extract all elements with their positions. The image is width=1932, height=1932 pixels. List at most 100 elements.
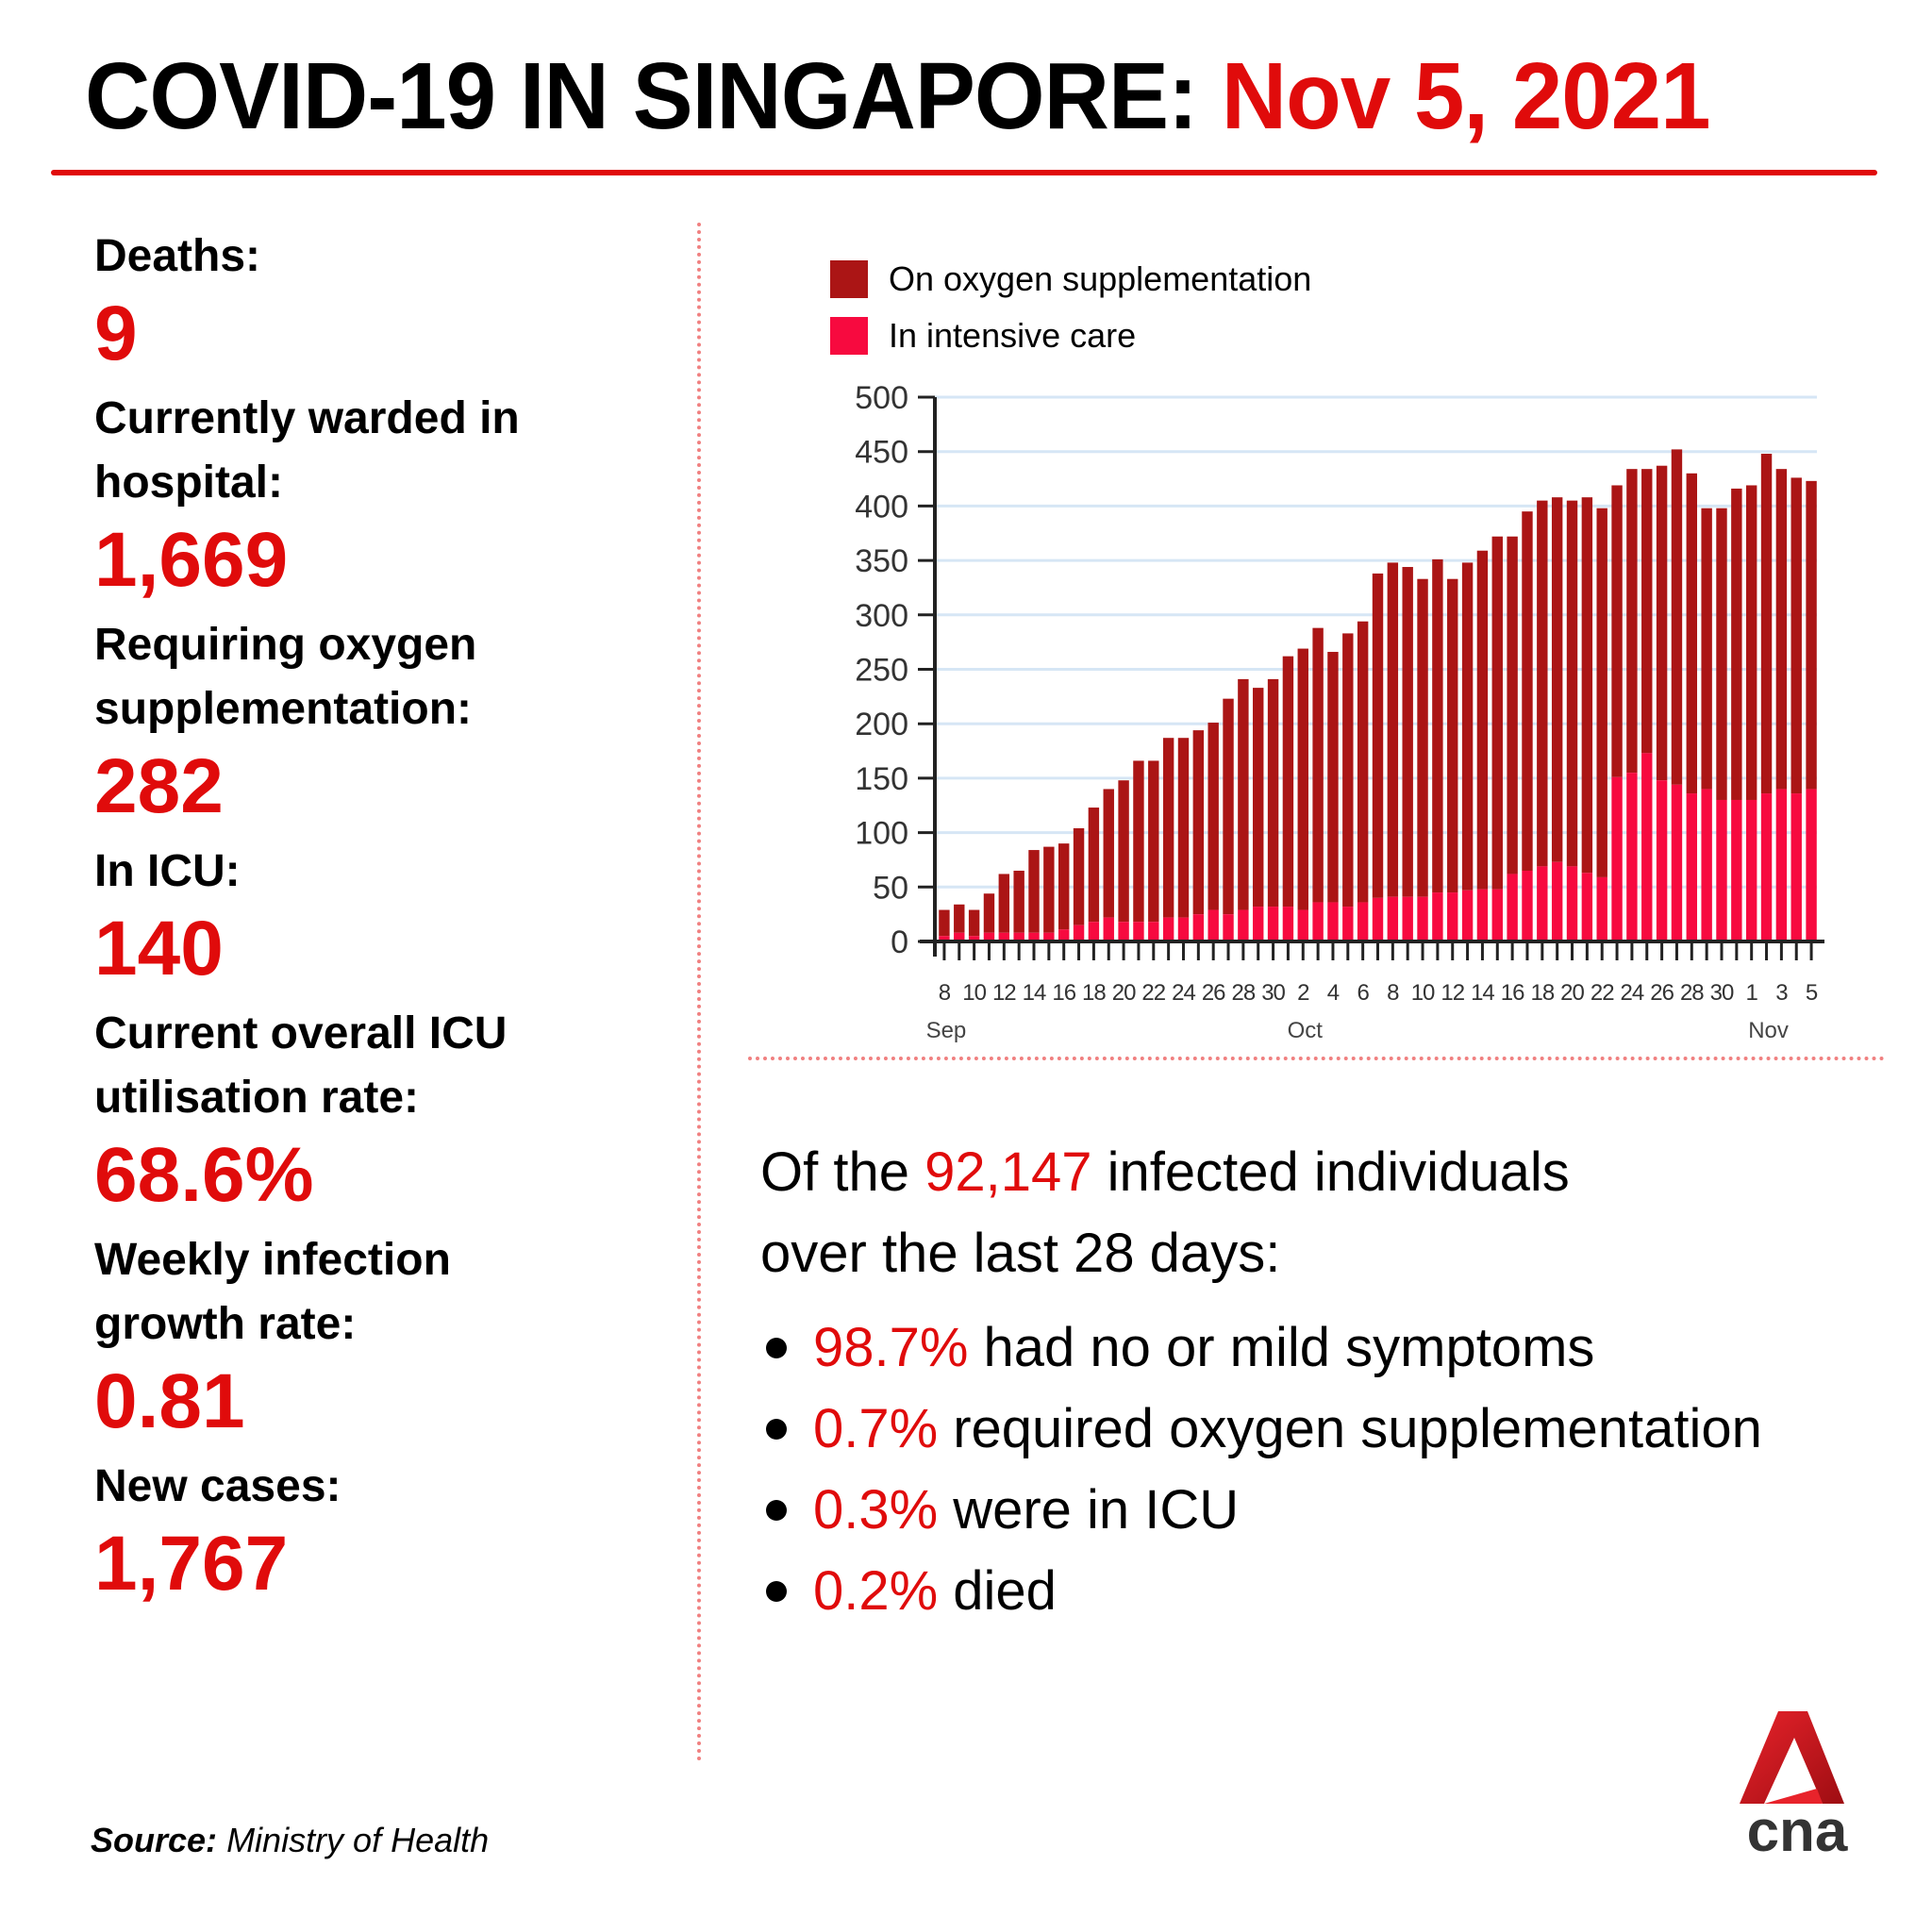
summary-panel: Of the 92,147 infected individuals over … [760,1132,1930,1632]
stat-value: 1,767 [94,1521,289,1607]
bar-icu [1432,892,1443,941]
bar-oxygen [1372,573,1384,898]
stat-icu: In ICU: 140 [94,840,679,994]
vertical-divider [697,223,701,1762]
bar-icu [1716,799,1727,941]
x-tick-label: 2 [1297,980,1309,1006]
bar-oxygen [1192,730,1205,915]
bar-icu [1103,917,1114,941]
chart-legend: On oxygen supplementation In intensive c… [830,251,1311,364]
bar-icu [1461,890,1474,941]
legend-label: In intensive care [889,316,1137,355]
title-prefix: COVID-19 IN SINGAPORE: [85,43,1198,149]
x-month-label: Oct [1288,1018,1324,1043]
bar-icu [1566,866,1578,941]
bar-oxygen [1566,500,1578,867]
summary-bullet: 0.3% were in ICU [760,1470,1930,1551]
bullet-pct: 0.7% [813,1398,939,1459]
bar-oxygen [954,904,965,933]
bar-icu [1551,861,1563,941]
bar-oxygen [1223,698,1234,915]
source-value: Ministry of Health [226,1821,490,1859]
bar-icu [1491,889,1503,941]
bullet-icon [766,1419,787,1440]
y-tick-label: 250 [855,653,908,689]
bar-oxygen [1238,678,1249,910]
bullet-pct: 0.3% [813,1479,939,1541]
bar-icu [1192,914,1205,941]
bar-icu [1641,753,1653,941]
legend-swatch-icu [830,317,868,355]
bar-icu [1357,902,1369,941]
x-tick-label: 5 [1806,980,1818,1006]
y-tick-label: 400 [855,489,908,525]
stat-label: In ICU: [94,846,241,896]
bar-icu [954,932,965,941]
bar-oxygen [1656,465,1668,781]
bar-icu [1476,889,1489,941]
stat-label: Deaths: [94,231,261,281]
x-tick-label: 1 [1746,980,1758,1006]
stat-label: Requiring oxygen supplementation: [94,620,477,734]
stat-value: 140 [94,906,224,991]
stat-oxygen: Requiring oxygen supplementation: 282 [94,613,679,832]
bar-oxygen [968,909,980,937]
bar-icu [1088,922,1100,941]
bar-oxygen [1417,578,1428,897]
bar-icu [1327,902,1339,941]
summary-intro-line2: over the last 28 days: [760,1223,1281,1284]
bar-icu [1507,874,1518,941]
x-tick-label: 18 [1530,980,1554,1006]
bar-oxygen [1342,633,1354,908]
bar-oxygen [1043,846,1055,933]
bar-oxygen [1790,477,1802,794]
bar-icu [1238,909,1249,941]
x-tick-label: 24 [1172,980,1195,1006]
bar-icu [1537,866,1548,941]
x-tick-label: 16 [1501,980,1524,1006]
bar-oxygen [1775,469,1788,790]
stat-value: 9 [94,291,138,376]
x-tick-label: 18 [1082,980,1106,1006]
logo-mark-fold [1764,1789,1823,1804]
x-month-label: Nov [1748,1018,1789,1043]
stat-value: 1,669 [94,517,289,603]
bar-icu [1342,907,1354,941]
bar-icu [1118,922,1129,941]
stat-value: 282 [94,743,224,829]
bar-icu [1253,907,1264,941]
bar-oxygen [1476,550,1489,890]
x-tick-label: 30 [1710,980,1734,1006]
bar-icu [1581,873,1593,941]
title-underline [51,170,1877,175]
bar-oxygen [1357,621,1369,903]
y-tick-label: 0 [891,924,908,960]
bar-oxygen [1760,454,1773,794]
source-label: Source: [91,1821,218,1859]
bar-icu [1223,914,1234,941]
bar-oxygen [1133,760,1144,923]
x-tick-label: 30 [1261,980,1285,1006]
bar-oxygen [1028,850,1040,933]
bar-oxygen [1537,500,1548,867]
stat-label: Weekly infection growth rate: [94,1235,451,1349]
summary-total: 92,147 [924,1141,1092,1203]
bar-oxygen [1491,536,1503,890]
bar-icu [1596,876,1607,941]
bar-oxygen [1013,870,1024,933]
bar-icu [983,932,995,941]
bar-icu [998,932,1010,941]
bar-oxygen [1312,627,1324,903]
x-tick-label: 28 [1232,980,1256,1006]
x-tick-label: 3 [1775,980,1788,1006]
bar-oxygen [1522,511,1533,871]
horizontal-divider [748,1057,1885,1060]
bar-icu [1073,924,1085,941]
stat-value: 0.81 [94,1358,245,1444]
stat-deaths: Deaths: 9 [94,225,679,379]
bar-icu [1312,902,1324,941]
bullet-text: died [953,1560,1057,1622]
bar-icu [1745,799,1757,941]
bar-icu [1447,892,1458,941]
